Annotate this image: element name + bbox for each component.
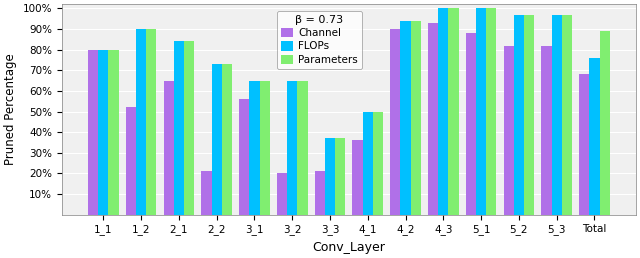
Bar: [250, 80, 260, 215]
Y-axis label: Pruned Percentage: Pruned Percentage: [4, 54, 17, 165]
Bar: [136, 29, 146, 215]
Bar: [373, 111, 383, 215]
Bar: [98, 50, 108, 215]
Bar: [401, 21, 411, 215]
Bar: [126, 107, 136, 215]
Bar: [202, 171, 212, 215]
Bar: [562, 15, 572, 215]
Bar: [212, 64, 222, 215]
Bar: [390, 29, 401, 215]
Bar: [514, 15, 524, 215]
Bar: [315, 171, 325, 215]
Bar: [174, 41, 184, 215]
Bar: [411, 21, 421, 215]
Bar: [476, 9, 486, 215]
Bar: [277, 173, 287, 215]
Bar: [438, 9, 449, 215]
Bar: [552, 15, 562, 215]
Bar: [335, 138, 346, 215]
X-axis label: Conv_Layer: Conv_Layer: [312, 241, 385, 254]
Bar: [146, 29, 156, 215]
Bar: [353, 140, 363, 215]
Legend: Channel, FLOPs, Parameters: Channel, FLOPs, Parameters: [276, 11, 362, 69]
Bar: [287, 80, 298, 215]
Bar: [524, 15, 534, 215]
Bar: [600, 31, 610, 215]
Bar: [108, 50, 118, 215]
Bar: [260, 80, 269, 215]
Bar: [428, 23, 438, 215]
Bar: [541, 45, 552, 215]
Bar: [222, 64, 232, 215]
Bar: [486, 9, 497, 215]
Bar: [363, 111, 373, 215]
Bar: [164, 80, 174, 215]
Bar: [184, 41, 194, 215]
Bar: [239, 99, 250, 215]
Bar: [504, 45, 514, 215]
Bar: [298, 80, 308, 215]
Bar: [88, 50, 98, 215]
Bar: [325, 138, 335, 215]
Bar: [466, 33, 476, 215]
Bar: [449, 9, 459, 215]
Bar: [589, 58, 600, 215]
Bar: [579, 74, 589, 215]
